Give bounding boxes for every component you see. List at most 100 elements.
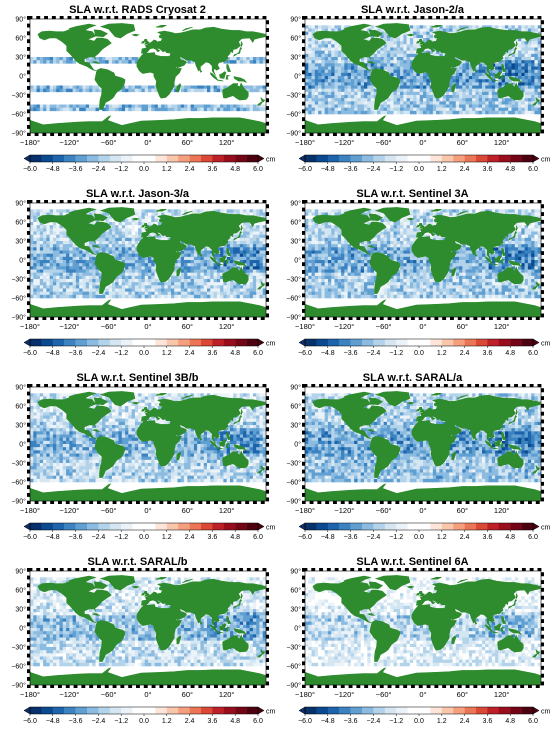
sla-cell <box>462 105 466 108</box>
sla-cell <box>426 25 430 28</box>
sla-cell <box>50 295 54 298</box>
sla-cell <box>308 57 312 60</box>
sla-cell <box>528 241 532 244</box>
sla-cell <box>489 105 493 108</box>
sla-cell <box>37 279 41 282</box>
sla-cell <box>30 228 34 231</box>
sla-cell <box>410 232 414 235</box>
sla-cell <box>56 260 60 263</box>
sla-cell <box>250 266 254 269</box>
sla-cell <box>482 289 486 292</box>
sla-cell <box>462 89 466 92</box>
sla-cell <box>528 285 532 288</box>
sla-cell <box>315 51 319 54</box>
sla-cell <box>351 273 355 276</box>
sla-cell <box>354 285 358 288</box>
sla-cell <box>341 238 345 241</box>
sla-cell <box>308 25 312 28</box>
sla-cell <box>528 273 532 276</box>
colorbar-swatch <box>419 155 431 162</box>
sla-cell <box>331 238 335 241</box>
sla-cell <box>33 235 37 238</box>
sla-cell <box>354 276 358 279</box>
sla-cell <box>397 273 401 276</box>
sla-cell <box>82 86 86 89</box>
sla-cell <box>138 213 142 216</box>
sla-cell <box>390 235 394 238</box>
sla-cell <box>135 397 139 400</box>
sla-cell <box>525 105 529 108</box>
sla-cell <box>505 54 509 57</box>
sla-cell <box>420 209 424 212</box>
sla-cell <box>367 276 371 279</box>
sla-cell <box>495 25 499 28</box>
sla-cell <box>237 241 241 244</box>
sla-cell <box>92 108 96 111</box>
sla-cell <box>534 266 538 269</box>
sla-cell <box>53 270 57 273</box>
sla-cell <box>335 51 339 54</box>
sla-cell <box>528 260 532 263</box>
sla-cell <box>66 260 70 263</box>
sla-cell <box>459 251 463 254</box>
sla-cell <box>43 276 47 279</box>
sla-cell <box>69 285 73 288</box>
sla-cell <box>413 282 417 285</box>
sla-cell <box>400 222 404 225</box>
sla-cell <box>308 54 312 57</box>
sla-cell <box>475 279 479 282</box>
sla-cell <box>403 270 407 273</box>
sla-cell <box>367 95 371 98</box>
sla-cell <box>89 279 93 282</box>
sla-cell <box>410 213 414 216</box>
sla-cell <box>390 95 394 98</box>
sla-cell <box>413 209 417 212</box>
sla-cell <box>338 98 342 101</box>
sla-cell <box>466 76 470 79</box>
sla-cell <box>33 263 37 266</box>
sla-cell <box>525 209 529 212</box>
sla-cell <box>453 263 457 266</box>
sla-cell <box>246 254 250 257</box>
sla-cell <box>446 95 450 98</box>
sla-cell <box>459 111 463 114</box>
sla-cell <box>194 86 198 89</box>
sla-cell <box>469 279 473 282</box>
sla-cell <box>73 108 77 111</box>
sla-cell <box>109 295 113 298</box>
sla-cell <box>56 295 60 298</box>
sla-cell <box>79 89 83 92</box>
sla-cell <box>40 232 44 235</box>
sla-cell <box>305 89 309 92</box>
sla-cell <box>89 86 93 89</box>
sla-cell <box>338 295 342 298</box>
sla-cell <box>259 225 263 228</box>
sla-cell <box>462 285 466 288</box>
sla-cell <box>525 232 529 235</box>
sla-cell <box>384 295 388 298</box>
sla-cell <box>119 108 123 111</box>
sla-cell <box>390 244 394 247</box>
sla-cell <box>469 270 473 273</box>
sla-cell <box>482 86 486 89</box>
sla-cell <box>33 216 37 219</box>
sla-cell <box>420 263 424 266</box>
colorbar-tick-label: 3.6 <box>483 166 493 173</box>
sla-cell <box>357 270 361 273</box>
sla-cell <box>361 76 365 79</box>
sla-cell <box>53 232 57 235</box>
sla-cell <box>331 257 335 260</box>
sla-cell <box>243 228 247 231</box>
sla-cell <box>184 263 188 266</box>
sla-cell <box>40 209 44 212</box>
sla-cell <box>164 108 168 111</box>
sla-cell <box>312 54 316 57</box>
sla-cell <box>315 270 319 273</box>
sla-cell <box>181 282 185 285</box>
sla-cell <box>331 82 335 85</box>
sla-cell <box>125 86 129 89</box>
sla-cell <box>63 285 67 288</box>
sla-cell <box>449 282 453 285</box>
sla-cell <box>534 76 538 79</box>
